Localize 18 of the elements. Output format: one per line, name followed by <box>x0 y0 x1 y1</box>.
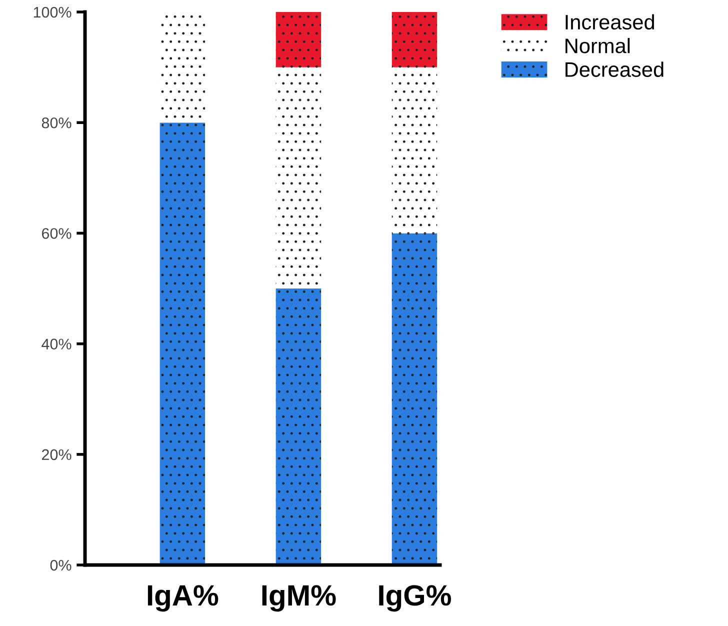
y-tick-label: 60% <box>42 228 72 239</box>
y-tick-label: 0% <box>50 560 72 571</box>
y-tick-label: 80% <box>42 117 72 128</box>
legend-label: Decreased <box>566 62 664 77</box>
bar <box>276 288 322 565</box>
y-tick-label: 100% <box>34 6 72 18</box>
bar <box>392 233 438 565</box>
y-tick-label: 40% <box>42 338 72 350</box>
x-tick-label: IgA% <box>148 585 218 612</box>
x-tick-label: IgG% <box>379 585 451 612</box>
legend-label: Increased <box>566 14 654 30</box>
x-tick-label: IgM% <box>262 585 336 612</box>
bar <box>392 12 438 68</box>
bar <box>160 122 206 565</box>
bar <box>276 12 322 68</box>
bar <box>392 67 438 234</box>
y-tick-label: 20% <box>42 449 72 460</box>
legend-label: Normal <box>566 38 630 54</box>
